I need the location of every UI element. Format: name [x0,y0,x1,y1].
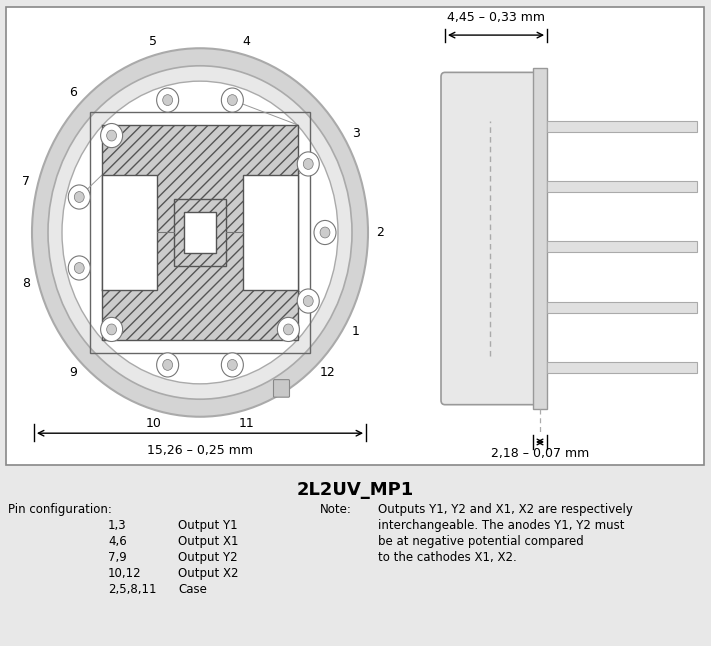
Text: interchangeable. The anodes Y1, Y2 must: interchangeable. The anodes Y1, Y2 must [378,519,624,532]
Text: Output X2: Output X2 [178,567,238,580]
Text: 12: 12 [319,366,335,379]
Text: 1,3: 1,3 [108,519,127,532]
Text: 7,9: 7,9 [108,551,127,564]
Circle shape [75,262,84,273]
Circle shape [156,353,178,377]
Text: to the cathodes X1, X2.: to the cathodes X1, X2. [378,551,517,564]
Text: 2L2UV_MP1: 2L2UV_MP1 [296,481,414,499]
Circle shape [75,192,84,202]
Text: 3: 3 [352,127,360,140]
Circle shape [221,353,243,377]
Text: 15,26 – 0,25 mm: 15,26 – 0,25 mm [147,444,253,457]
Text: 4,6: 4,6 [108,535,127,548]
Bar [547,121,697,132]
Text: 2,5,8,11: 2,5,8,11 [108,583,156,596]
Circle shape [304,158,314,169]
Text: be at negative potential compared: be at negative potential compared [378,535,584,548]
Text: Case: Case [178,583,207,596]
Bar [547,241,697,252]
Circle shape [221,88,243,112]
Circle shape [228,95,237,105]
Text: Output X1: Output X1 [178,535,238,548]
Text: 11: 11 [239,417,255,430]
Text: 2,18 – 0,07 mm: 2,18 – 0,07 mm [491,448,589,461]
Text: 10,12: 10,12 [108,567,141,580]
Circle shape [163,95,173,105]
Text: 9: 9 [69,366,77,379]
Circle shape [156,88,178,112]
FancyBboxPatch shape [274,380,289,397]
Text: 7: 7 [22,175,30,188]
Bar [547,181,697,192]
Circle shape [101,317,122,342]
Bar [547,302,697,313]
Circle shape [32,48,368,417]
Circle shape [284,324,294,335]
Circle shape [107,130,117,141]
Text: 4: 4 [242,36,250,48]
Bar [547,362,697,373]
Circle shape [304,296,314,306]
Text: Output Y2: Output Y2 [178,551,237,564]
Circle shape [62,81,338,384]
Text: Outputs Y1, Y2 and X1, X2 are respectively: Outputs Y1, Y2 and X1, X2 are respective… [378,503,633,516]
Bar [102,125,298,340]
Text: 4,45 – 0,33 mm: 4,45 – 0,33 mm [447,11,545,24]
Circle shape [320,227,330,238]
Text: Note:: Note: [320,503,352,516]
Circle shape [277,317,299,342]
Text: 6: 6 [69,87,77,99]
Circle shape [314,220,336,245]
Bar [184,212,216,253]
Bar [533,68,547,409]
FancyBboxPatch shape [441,72,539,404]
Text: 2: 2 [376,226,384,239]
Bar [174,198,226,267]
Circle shape [297,152,319,176]
Circle shape [297,289,319,313]
Circle shape [107,324,117,335]
Circle shape [68,185,90,209]
Circle shape [48,66,352,399]
Text: 1: 1 [352,325,360,338]
Circle shape [68,256,90,280]
Circle shape [163,359,173,370]
Text: Output Y1: Output Y1 [178,519,237,532]
Text: 8: 8 [22,277,30,290]
Text: Pin configuration:: Pin configuration: [8,503,112,516]
Bar [102,175,157,290]
Bar [90,112,310,353]
Text: 10: 10 [146,417,161,430]
Circle shape [228,359,237,370]
Circle shape [101,123,122,148]
Bar [243,175,298,290]
Text: 5: 5 [149,36,157,48]
